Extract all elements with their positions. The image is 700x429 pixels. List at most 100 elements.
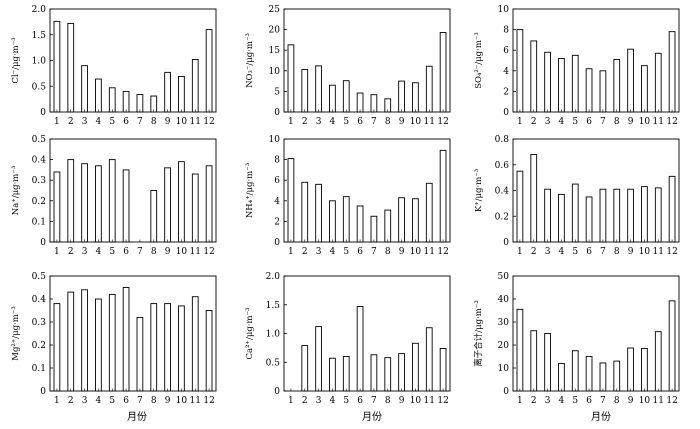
- panel-6-bar-5: [571, 183, 579, 243]
- panel-6-xtick-label-12: 12: [666, 247, 677, 257]
- panel-6-bar-2: [530, 153, 538, 243]
- panel-2-bar-7: [370, 94, 378, 113]
- panel-8-bar-2: [301, 345, 309, 392]
- panel-5-xtick-label-12: 12: [437, 247, 448, 257]
- panel-6-xtick-label-1: 1: [517, 247, 523, 257]
- panel-8-bar-6: [356, 306, 364, 392]
- panel-6-bar-7: [599, 188, 607, 243]
- panel-6-xtick-label-8: 8: [614, 247, 620, 257]
- panel-2-bar-1: [287, 44, 295, 113]
- panel-3-xtick-label-12: 12: [666, 117, 677, 127]
- panel-5-xtick-label-8: 8: [385, 247, 391, 257]
- panel-6-xtick-label-10: 10: [639, 247, 651, 257]
- panel-6-xtick-label-4: 4: [559, 247, 565, 257]
- panel-8-xtick-label-10: 10: [410, 396, 422, 406]
- panel-1-xtick-label-12: 12: [203, 117, 214, 127]
- panel-5-bar-6: [356, 205, 364, 243]
- panel-6-ytick-label-0: 0: [503, 238, 509, 248]
- panel-2-xtick-label-1: 1: [288, 117, 294, 127]
- panel-4-xtick-label-12: 12: [203, 247, 214, 257]
- panel-2-xtick-label-10: 10: [410, 117, 422, 127]
- panel-2-ytick-label-0: 0: [274, 108, 280, 118]
- panel-5-bar-5: [342, 196, 350, 243]
- panel-1-bar-3: [81, 65, 88, 113]
- panel-3-xtick-label-9: 9: [628, 117, 634, 127]
- panel-8-xtick-label-4: 4: [330, 396, 336, 406]
- panel-9-ylabel: 离子合计/μg·m⁻³: [473, 300, 484, 367]
- panel-9-bar-2: [530, 330, 538, 392]
- panel-7-ytick-label-3: 0.3: [32, 318, 47, 328]
- panel-1-bar-5: [108, 87, 116, 113]
- panel-4-xtick-label-6: 6: [123, 247, 129, 257]
- panel-4-bar-12: [205, 165, 213, 243]
- panel-8-xtick-label-11: 11: [424, 396, 435, 406]
- panel-9-xtick-label-7: 7: [600, 396, 606, 406]
- panel-4-bar-11: [191, 173, 199, 243]
- panel-5-ytick-label-3: 6: [274, 176, 280, 186]
- panel-5-xtick-label-3: 3: [316, 247, 322, 257]
- panel-3-xtick-label-10: 10: [639, 117, 651, 127]
- panel-3-ytick-label-5: 10: [498, 5, 510, 15]
- panel-1-bar-7: [136, 94, 144, 113]
- panel-8-ylabel: Ca²⁺/μg·m⁻³: [245, 308, 255, 360]
- panel-7-ytick-label-1: 0.1: [32, 364, 46, 374]
- panel-4-xtick-label-4: 4: [96, 247, 102, 257]
- panel-4-xtick-label-7: 7: [137, 247, 143, 257]
- panel-4-xtick-label-5: 5: [109, 247, 115, 257]
- panel-9-xtick-label-4: 4: [559, 396, 565, 406]
- panel-3-xtick-label-3: 3: [545, 117, 551, 127]
- panel-7-xtick-label-6: 6: [123, 396, 129, 406]
- panel-1-bar-4: [95, 78, 102, 113]
- panel-2-ytick-label-3: 15: [269, 46, 281, 56]
- panel-5-ytick-label-4: 8: [274, 156, 280, 166]
- panel-7-bar-5: [108, 293, 116, 392]
- panel-5-bar-12: [439, 149, 447, 243]
- panel-7-bar-10: [178, 305, 185, 392]
- panel-9-bar-5: [571, 350, 579, 392]
- panel-5-bar-2: [301, 181, 309, 243]
- panel-7-xtick-label-10: 10: [176, 396, 188, 406]
- panel-6-xtick-label-6: 6: [586, 247, 592, 257]
- panel-3-bar-1: [516, 29, 524, 113]
- panel-5-xtick-label-6: 6: [357, 247, 363, 257]
- panel-9-bar-12: [668, 300, 676, 392]
- panel-3-bar-2: [530, 40, 538, 113]
- panel-3-ytick-label-0: 0: [503, 108, 509, 118]
- panel-4-xtick-label-9: 9: [165, 247, 171, 257]
- x-axis-title-col-3: 月份: [591, 412, 611, 423]
- panel-1-xtick-label-2: 2: [68, 117, 74, 127]
- panel-7-bar-9: [164, 303, 171, 392]
- panel-9-xtick-label-3: 3: [545, 396, 551, 406]
- panel-1-xtick-label-6: 6: [123, 117, 129, 127]
- panel-9-xtick-label-2: 2: [531, 396, 537, 406]
- panel-5-xtick-label-4: 4: [330, 247, 336, 257]
- panel-2-bar-10: [412, 82, 419, 113]
- panel-4-bar-2: [67, 159, 75, 243]
- panel-8-bar-7: [370, 354, 378, 392]
- panel-9-bar-1: [516, 308, 524, 392]
- panel-4-ytick-label-4: 0.4: [32, 156, 47, 166]
- panel-8-bar-4: [329, 357, 336, 392]
- panel-3-ytick-label-2: 4: [503, 67, 509, 77]
- panel-5-frame: [283, 138, 451, 243]
- panel-7-bar-4: [95, 298, 102, 392]
- panel-8-ytick-label-1: 0.5: [266, 358, 281, 368]
- panel-9-bar-11: [654, 331, 662, 392]
- panel-9-bar-8: [613, 360, 621, 392]
- panel-2-xtick-label-12: 12: [437, 117, 448, 127]
- panel-2-xtick-label-5: 5: [343, 117, 349, 127]
- panel-8-ytick-label-4: 2.0: [266, 272, 281, 282]
- panel-7-bar-2: [67, 291, 75, 392]
- panel-9-bar-9: [627, 347, 634, 392]
- panel-7-ytick-label-5: 0.5: [32, 272, 47, 282]
- panel-4-xtick-label-3: 3: [82, 247, 88, 257]
- panel-2-xtick-label-6: 6: [357, 117, 363, 127]
- panel-5-xtick-label-9: 9: [399, 247, 405, 257]
- panel-2-xtick-label-11: 11: [424, 117, 435, 127]
- x-axis-title-col-1: 月份: [127, 412, 147, 423]
- panel-7-xtick-label-4: 4: [96, 396, 102, 406]
- panel-2-xtick-label-3: 3: [316, 117, 322, 127]
- panel-8-xtick-label-3: 3: [316, 396, 322, 406]
- panel-2-ytick-label-2: 10: [269, 67, 281, 77]
